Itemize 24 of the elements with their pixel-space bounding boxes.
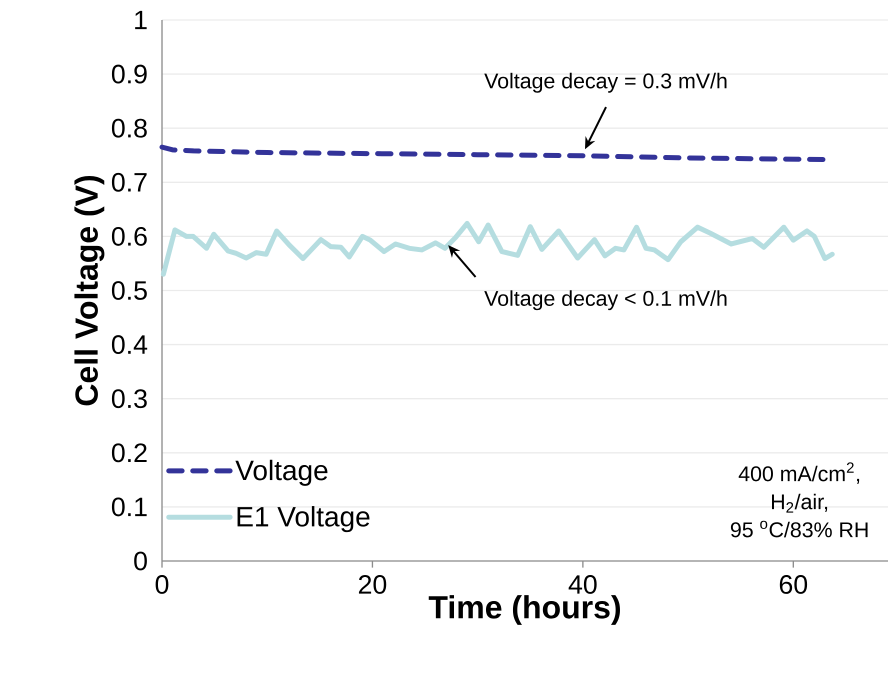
x-tick-label: 0 <box>156 575 168 594</box>
annotation: 400 mA/cm$^{2}$, <box>738 462 860 484</box>
y-axis-title: Cell Voltage (V) <box>74 176 104 406</box>
y-tick-label: 0.5 <box>112 281 147 300</box>
x-tick-label: 20 <box>358 575 386 594</box>
y-tick-label: 0.8 <box>112 118 147 138</box>
x-tick-label: 40 <box>568 575 597 594</box>
legend-label: E1 Voltage <box>238 506 370 532</box>
x-tick-label: 60 <box>780 575 808 594</box>
y-tick-label: 0.2 <box>112 443 147 462</box>
y-tick-label: 0.1 <box>112 497 147 516</box>
annotation: Voltage decay = 0.3 mV/h <box>484 72 726 93</box>
y-tick-label: 0 <box>134 552 147 570</box>
y-tick-label: 0.7 <box>112 172 147 192</box>
x-axis-title: Time (hours) <box>428 595 620 625</box>
y-tick-label: 0.4 <box>112 335 148 354</box>
legend-label: Voltage <box>235 460 328 486</box>
y-tick-label: 0.9 <box>112 64 147 84</box>
annotation: Voltage decay < 0.1 mV/h <box>484 290 726 310</box>
y-tick-label: 1 <box>135 10 147 30</box>
y-tick-label: 0.3 <box>112 389 147 408</box>
y-tick-label: 0.6 <box>112 226 147 246</box>
annotation: H$_{2}$/air, <box>772 494 828 513</box>
annotation: 95 $^{o}$C/83% RH <box>730 520 868 538</box>
